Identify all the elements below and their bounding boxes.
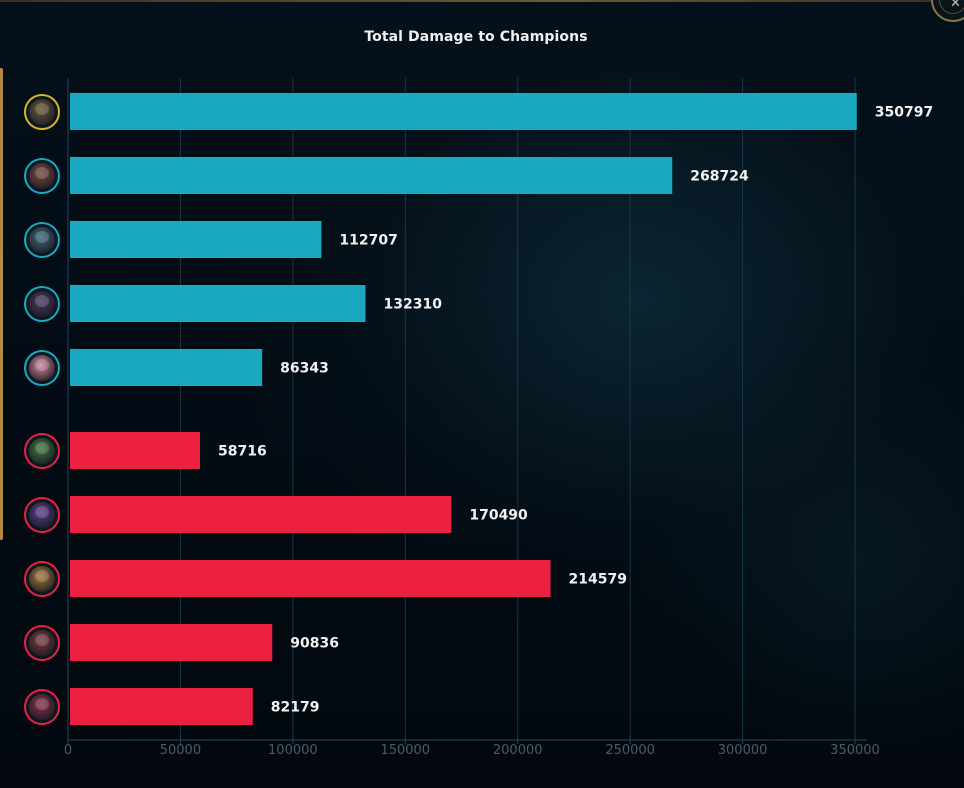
portrait-image bbox=[29, 98, 55, 125]
blue-team-bar bbox=[70, 285, 366, 322]
champion-portrait-icon bbox=[24, 93, 60, 130]
x-tick-label: 100000 bbox=[268, 743, 318, 758]
portrait-image bbox=[29, 565, 55, 592]
bar-value-label: 350797 bbox=[875, 105, 933, 121]
portrait-image bbox=[29, 290, 55, 317]
champion-portrait-icon bbox=[24, 285, 60, 322]
x-tick-label: 350000 bbox=[830, 743, 880, 758]
bar-value-label: 214579 bbox=[568, 572, 626, 588]
red-team-bar bbox=[70, 624, 273, 661]
x-tick-label: 300000 bbox=[718, 743, 768, 758]
close-icon[interactable]: ✕ bbox=[950, 0, 961, 11]
chart-title: Total Damage to Champions bbox=[364, 29, 588, 45]
portrait-image bbox=[29, 629, 55, 656]
bar-value-label: 268724 bbox=[690, 169, 749, 185]
bar-value-label: 170490 bbox=[469, 508, 528, 524]
champion-portrait-icon bbox=[24, 560, 60, 597]
bar-value-label: 132310 bbox=[384, 297, 443, 313]
portrait-image bbox=[29, 501, 55, 528]
blue-team-bar bbox=[70, 221, 322, 258]
bar-value-label: 112707 bbox=[339, 233, 397, 249]
blue-team-bar bbox=[70, 93, 857, 130]
red-team-bar bbox=[70, 688, 253, 725]
red-team-bar bbox=[70, 496, 452, 533]
top-border bbox=[0, 0, 940, 2]
x-tick-label: 250000 bbox=[605, 743, 655, 758]
x-tick-label: 150000 bbox=[380, 743, 430, 758]
portrait-image bbox=[29, 226, 55, 253]
portrait-image bbox=[29, 354, 55, 381]
x-tick-label: 200000 bbox=[493, 743, 543, 758]
x-tick-label: 50000 bbox=[160, 743, 201, 758]
champion-portrait-icon bbox=[24, 349, 60, 386]
champion-portrait-icon bbox=[24, 496, 60, 533]
champion-portrait-icon bbox=[24, 624, 60, 661]
portrait-image bbox=[29, 693, 55, 720]
blue-team-bar bbox=[70, 349, 263, 386]
bar-value-label: 90836 bbox=[290, 636, 339, 652]
left-accent-bar bbox=[0, 68, 3, 540]
bar-value-label: 82179 bbox=[271, 700, 320, 716]
bar-value-label: 86343 bbox=[280, 361, 329, 377]
portrait-image bbox=[29, 162, 55, 189]
champion-portrait-icon bbox=[24, 221, 60, 258]
red-team-bar bbox=[70, 560, 551, 597]
champion-portrait-icon bbox=[24, 688, 60, 725]
x-tick-label: 0 bbox=[64, 743, 72, 758]
champion-portrait-icon bbox=[24, 157, 60, 194]
red-team-bar bbox=[70, 432, 201, 469]
bar-value-label: 58716 bbox=[218, 444, 267, 460]
champion-portrait-icon bbox=[24, 432, 60, 469]
blue-team-bar bbox=[70, 157, 673, 194]
portrait-image bbox=[29, 437, 55, 464]
